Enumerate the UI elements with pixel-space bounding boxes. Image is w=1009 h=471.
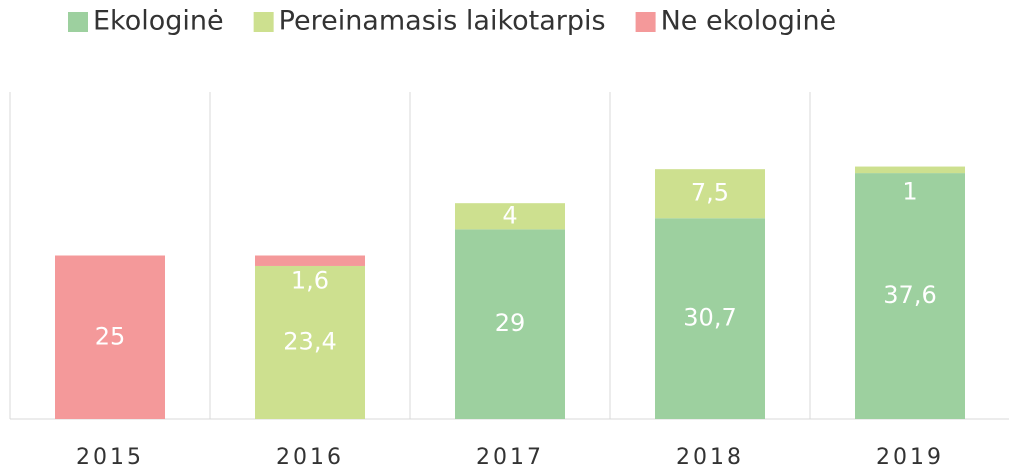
value-label: 1,6 (291, 267, 329, 295)
bar-segment (455, 203, 565, 230)
value-label: 23,4 (283, 327, 336, 355)
x-tick-label: 2019 (876, 445, 944, 470)
value-label: 29 (495, 309, 526, 337)
bar-segment (455, 229, 565, 419)
value-label: 7,5 (691, 179, 729, 207)
legend-swatch (635, 12, 656, 32)
bar-segment (655, 218, 765, 419)
bar-segment (255, 265, 365, 419)
legend-label: Ekologinė (93, 6, 224, 37)
legend-label: Pereinamasis laikotarpis (279, 6, 606, 37)
value-label: 1 (902, 178, 917, 206)
x-tick-label: 2016 (276, 445, 344, 470)
x-tick-label: 2015 (76, 445, 144, 470)
legend-swatch (68, 12, 88, 32)
bar-segment (55, 255, 165, 419)
legend-swatch (253, 12, 274, 32)
value-label: 25 (95, 322, 126, 350)
bar-segment (655, 169, 765, 219)
x-tick-label: 2018 (676, 445, 744, 470)
bar-segment (255, 255, 365, 266)
bar-segment (855, 166, 965, 174)
x-tick-label: 2017 (476, 445, 544, 470)
legend-label: Ne ekologinė (661, 6, 837, 37)
bar-segment (855, 173, 965, 419)
value-label: 37,6 (883, 281, 936, 309)
value-label: 4 (502, 201, 517, 229)
value-label: 30,7 (683, 304, 736, 332)
